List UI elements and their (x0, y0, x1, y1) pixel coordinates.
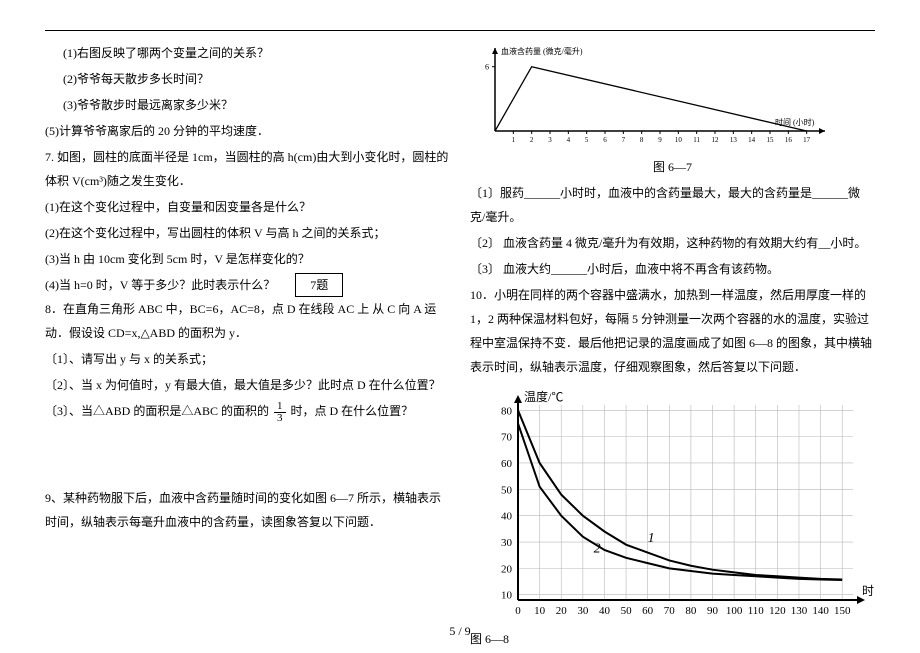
q7-4-row: (4)当 h=0 时，V 等于多少？此时表示什么？ 7题 (45, 273, 450, 297)
q7-figure-box: 7题 (295, 273, 343, 297)
q7-1: (1)在这个变化过程中，自变量和因变量各是什么？ (45, 195, 450, 219)
svg-text:8: 8 (640, 136, 644, 144)
fraction-numerator: 1 (274, 401, 286, 413)
svg-text:70: 70 (664, 605, 676, 617)
svg-text:4: 4 (567, 136, 571, 144)
svg-text:30: 30 (501, 537, 513, 549)
q9-3: 〔3〕 血液大约______小时后，血液中将不再含有该药物。 (470, 257, 875, 281)
svg-text:6: 6 (603, 136, 607, 144)
svg-text:20: 20 (501, 563, 513, 575)
svg-text:80: 80 (501, 405, 513, 417)
q9-1: 〔1〕服药______小时时，血液中的含药量最大，最大的含药量是______微克… (470, 181, 875, 229)
svg-text:10: 10 (501, 590, 513, 602)
q7-4: (4)当 h=0 时，V 等于多少？此时表示什么？ (45, 273, 275, 297)
svg-text:90: 90 (707, 605, 719, 617)
svg-text:2: 2 (530, 136, 534, 144)
left-column: (1)右图反映了哪两个变量之间的关系？ (2)爷爷每天散步多长时间？ (3)爷爷… (45, 41, 450, 653)
svg-text:9: 9 (658, 136, 662, 144)
q7-2: (2)在这个变化过程中，写出圆柱的体积 V 与高 h 之间的关系式； (45, 221, 450, 245)
svg-text:13: 13 (730, 136, 738, 144)
fraction-one-third: 1 3 (274, 401, 286, 424)
top-rule (45, 30, 875, 31)
fraction-denominator: 3 (274, 413, 286, 424)
svg-text:130: 130 (791, 605, 808, 617)
svg-text:50: 50 (501, 484, 513, 496)
q9-2: 〔2〕 血液含药量 4 微克/毫升为有效期，这种药物的有效期大约有__小时。 (470, 231, 875, 255)
right-column: 12345678910111213141516176血液含药量 (微克/毫升)时… (470, 41, 875, 653)
svg-text:3: 3 (548, 136, 552, 144)
svg-text:10: 10 (675, 136, 683, 144)
q8-1: 〔1〕、请写出 y 与 x 的关系式； (45, 347, 450, 371)
temperature-chart: 温度/℃ 01020304050607080901001101201301401… (470, 385, 870, 625)
chart68-y-label: 温度/℃ (524, 385, 563, 409)
chart68-x-label: 时 (862, 579, 874, 603)
svg-text:20: 20 (556, 605, 568, 617)
q10-stem: 10．小明在同样的两个容器中盛满水，加热到一样温度，然后用厚度一样的 1，2 两… (470, 283, 875, 379)
svg-text:10: 10 (534, 605, 546, 617)
svg-text:15: 15 (767, 136, 775, 144)
svg-text:120: 120 (769, 605, 786, 617)
svg-text:0: 0 (515, 605, 521, 617)
figure-6-7-caption: 图 6—7 (470, 155, 875, 179)
svg-text:150: 150 (834, 605, 851, 617)
svg-text:17: 17 (803, 136, 811, 144)
svg-text:血液含药量 (微克/毫升): 血液含药量 (微克/毫升) (501, 46, 583, 56)
svg-text:7: 7 (622, 136, 626, 144)
q6-5: (5)计算爷爷离家后的 20 分钟的平均速度． (45, 119, 450, 143)
q6-1: (1)右图反映了哪两个变量之间的关系？ (45, 41, 450, 65)
svg-text:50: 50 (621, 605, 633, 617)
svg-text:40: 40 (501, 511, 513, 523)
svg-text:60: 60 (642, 605, 654, 617)
svg-text:2: 2 (594, 542, 601, 557)
q8-3b: 时，点 D 在什么位置？ (291, 404, 414, 418)
svg-text:1: 1 (648, 531, 655, 546)
svg-text:100: 100 (726, 605, 743, 617)
q7-3: (3)当 h 由 10cm 变化到 5cm 时，V 是怎样变化的？ (45, 247, 450, 271)
svg-text:11: 11 (693, 136, 700, 144)
svg-text:时间 (小时): 时间 (小时) (775, 117, 815, 127)
svg-text:140: 140 (812, 605, 829, 617)
q7-figure-label: 7题 (310, 273, 328, 297)
svg-text:6: 6 (485, 63, 489, 72)
q8-3a: 〔3〕、当△ABD 的面积是△ABC 的面积的 (45, 404, 269, 418)
svg-text:80: 80 (685, 605, 697, 617)
drug-concentration-chart: 12345678910111213141516176血液含药量 (微克/毫升)时… (470, 41, 850, 151)
svg-text:16: 16 (785, 136, 793, 144)
svg-text:110: 110 (748, 605, 765, 617)
q6-2: (2)爷爷每天散步多长时间？ (45, 67, 450, 91)
q9-stem: 9、某种药物服下后，血液中含药量随时间的变化如图 6—7 所示，横轴表示时间，纵… (45, 486, 450, 534)
svg-text:30: 30 (577, 605, 589, 617)
q6-3: (3)爷爷散步时最远离家多少米？ (45, 93, 450, 117)
q8-2: 〔2〕、当 x 为何值时，y 有最大值，最大值是多少？此时点 D 在什么位置？ (45, 373, 450, 397)
svg-text:14: 14 (748, 136, 756, 144)
two-column-layout: (1)右图反映了哪两个变量之间的关系？ (2)爷爷每天散步多长时间？ (3)爷爷… (45, 41, 875, 653)
page-number: 5 / 9 (0, 624, 920, 639)
svg-text:1: 1 (512, 136, 516, 144)
svg-text:60: 60 (501, 458, 513, 470)
svg-text:12: 12 (712, 136, 720, 144)
svg-text:70: 70 (501, 432, 513, 444)
svg-text:40: 40 (599, 605, 611, 617)
q8-3: 〔3〕、当△ABD 的面积是△ABC 的面积的 1 3 时，点 D 在什么位置？ (45, 399, 450, 424)
q8-stem: 8．在直角三角形 ABC 中，BC=6，AC=8，点 D 在线段 AC 上 从 … (45, 297, 450, 345)
q7-stem: 7. 如图，圆柱的底面半径是 1cm，当圆柱的高 h(cm)由大到小变化时，圆柱… (45, 145, 450, 193)
spacer (45, 426, 450, 486)
svg-text:5: 5 (585, 136, 589, 144)
